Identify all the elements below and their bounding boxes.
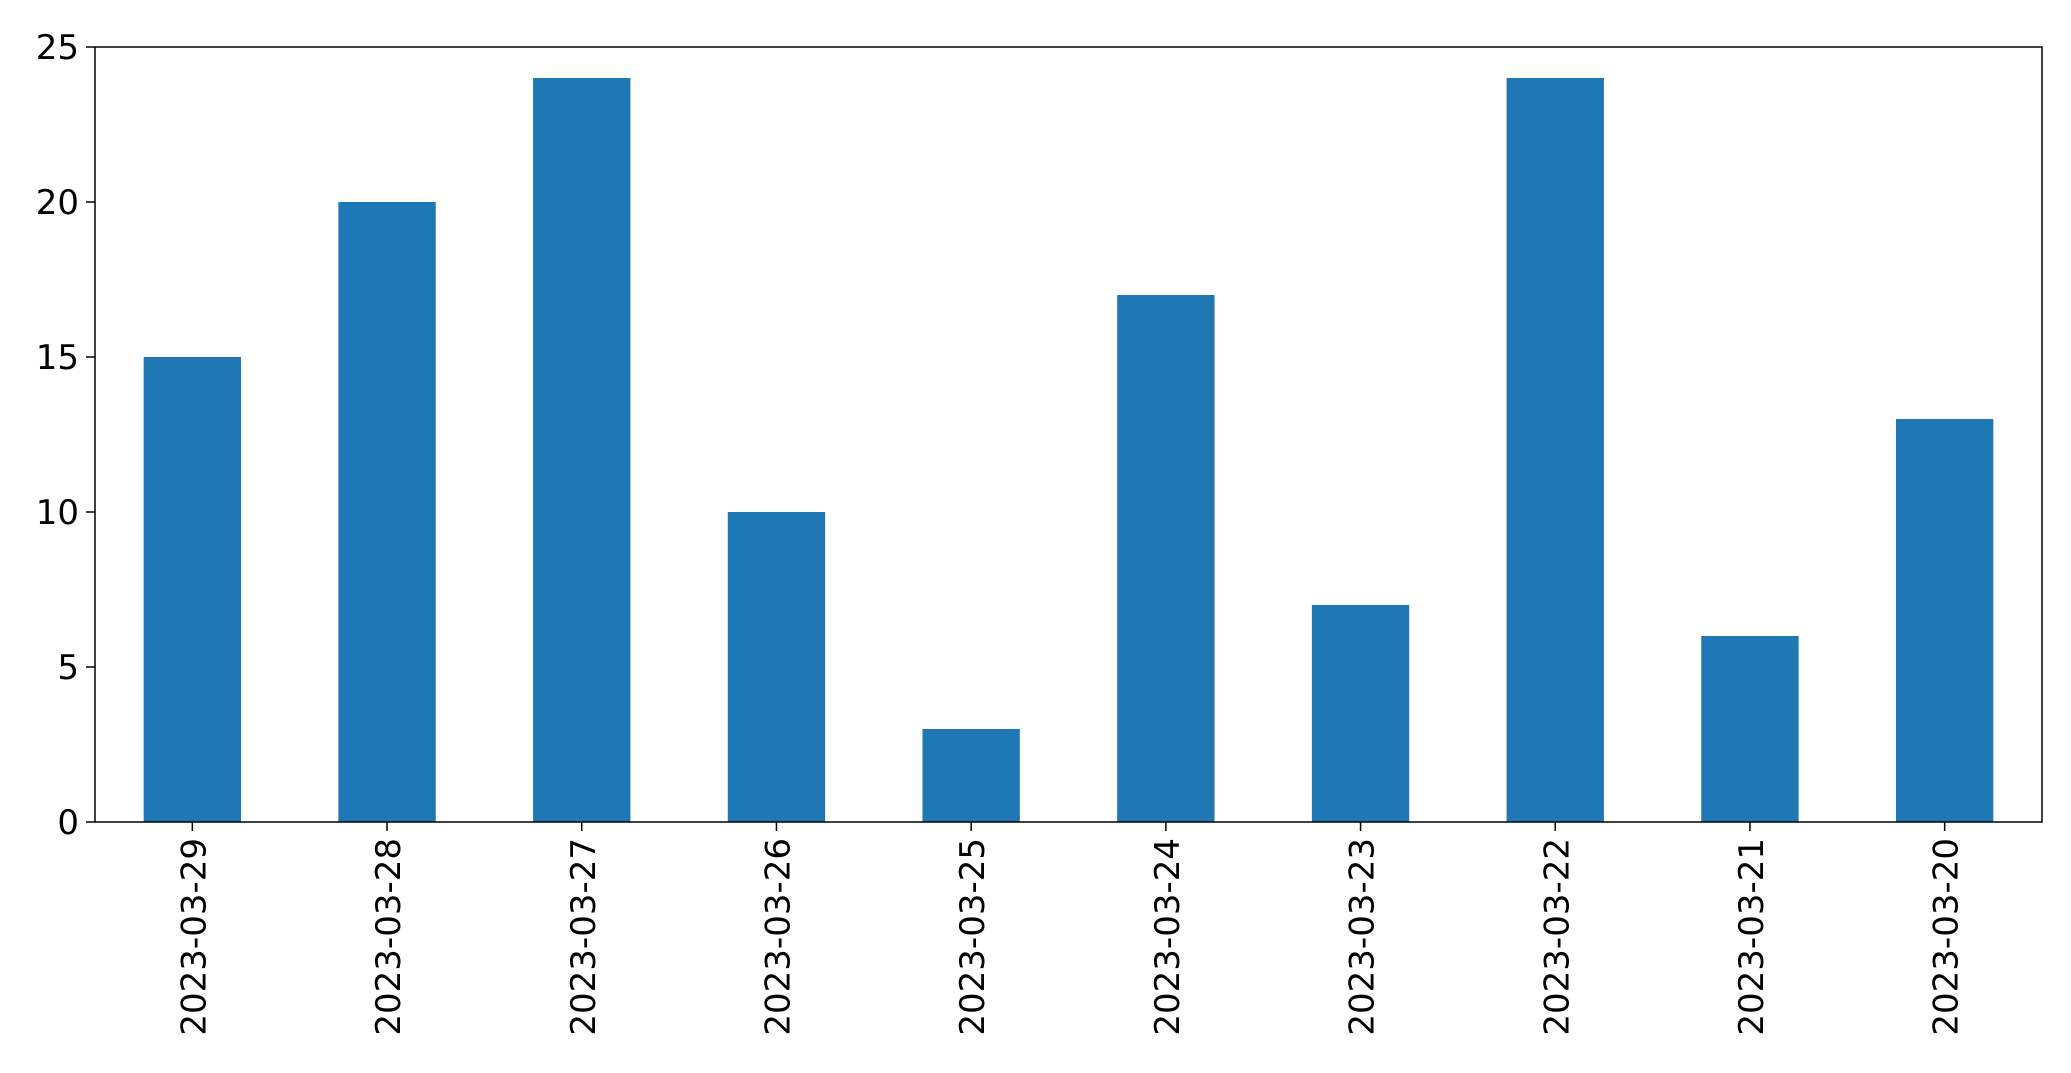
y-tick-label: 0 (57, 803, 79, 843)
y-tick-label: 15 (36, 338, 79, 378)
x-tick-label: 2023-03-21 (1732, 838, 1772, 1036)
y-axis: 0 5 10 15 20 25 (36, 28, 95, 843)
bar-2023-03-20 (1895, 419, 1994, 822)
bar-2023-03-24 (1117, 295, 1215, 822)
plot-frame (94, 46, 2043, 823)
x-tick-label: 2023-03-26 (758, 838, 798, 1036)
x-tick-label: 2023-03-25 (953, 838, 993, 1036)
x-tick-label: 2023-03-22 (1537, 838, 1577, 1036)
x-tick-label: 2023-03-20 (1927, 838, 1967, 1036)
x-tick-label: 2023-03-23 (1343, 838, 1383, 1036)
y-tick-label: 5 (57, 648, 79, 688)
y-tick-label: 10 (36, 493, 79, 533)
y-tick-label: 20 (36, 183, 79, 223)
x-tick-label: 2023-03-29 (174, 838, 214, 1036)
x-tick-label: 2023-03-24 (1148, 838, 1188, 1036)
x-axis: 2023-03-29 2023-03-28 2023-03-27 2023-03-26… (174, 822, 1967, 1036)
x-tick-label: 2023-03-28 (369, 838, 409, 1036)
bar-2023-03-23 (1311, 605, 1410, 822)
bar-2023-03-25 (922, 729, 1020, 822)
bar-2023-03-28 (338, 202, 436, 822)
bars-layer (143, 78, 1994, 822)
bar-2023-03-22 (1506, 78, 1604, 822)
bar-2023-03-21 (1701, 636, 1799, 822)
bar-2023-03-27 (533, 78, 631, 822)
x-tick-label: 2023-03-27 (564, 838, 604, 1036)
bar-2023-03-26 (727, 512, 826, 822)
y-tick-label: 25 (36, 28, 79, 68)
bar-2023-03-29 (143, 357, 242, 822)
